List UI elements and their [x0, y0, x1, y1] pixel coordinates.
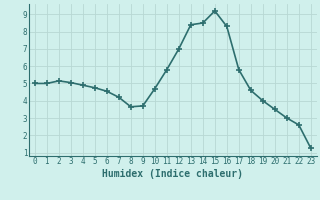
X-axis label: Humidex (Indice chaleur): Humidex (Indice chaleur): [102, 169, 243, 179]
